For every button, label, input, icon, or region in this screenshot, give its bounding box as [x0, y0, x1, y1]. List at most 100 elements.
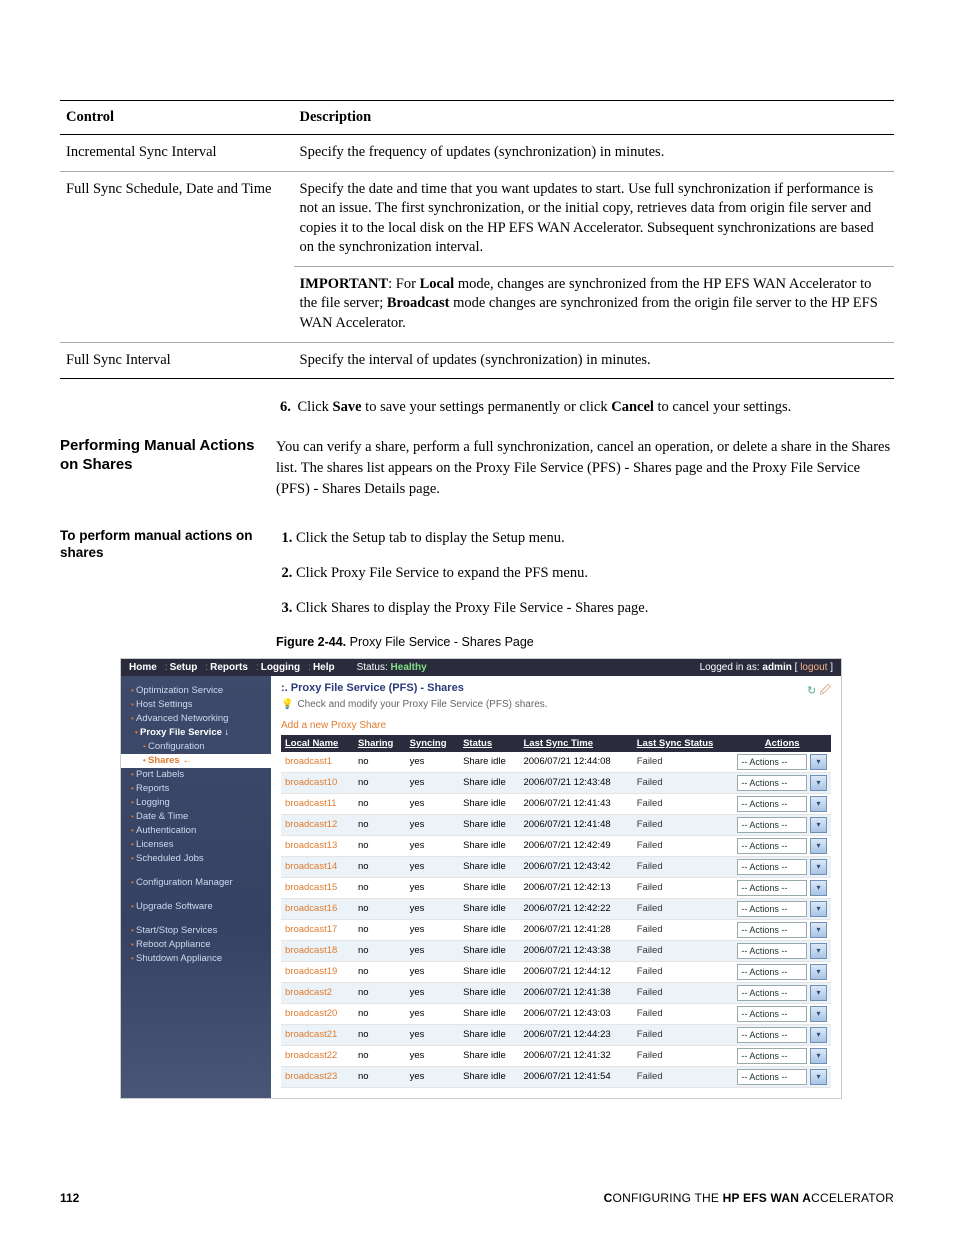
table-row: broadcast10noyesShare idle2006/07/21 12:… — [281, 772, 831, 793]
sidebar-item[interactable]: Upgrade Software — [121, 900, 271, 914]
sidebar-item[interactable]: Configuration — [121, 740, 271, 754]
sidebar-item[interactable]: Shares ← — [121, 754, 271, 768]
content: :. Proxy File Service (PFS) - Shares ↻ 🖉… — [271, 676, 841, 1098]
tab-home[interactable]: Home — [129, 662, 157, 673]
actions-select[interactable]: -- Actions -- — [737, 1048, 807, 1064]
hint: 💡 Check and modify your Proxy File Servi… — [281, 699, 831, 710]
col-sharing[interactable]: Sharing — [354, 735, 406, 752]
sidebar-item[interactable]: Licenses — [121, 838, 271, 852]
actions-select[interactable]: -- Actions -- — [737, 943, 807, 959]
cell-name[interactable]: broadcast1 — [281, 752, 354, 773]
sidebar-item[interactable]: Advanced Networking — [121, 712, 271, 726]
cell-sharing: no — [354, 1066, 406, 1087]
sidebar-item[interactable]: Configuration Manager — [121, 876, 271, 890]
cell-sstatus: Failed — [633, 835, 734, 856]
actions-select[interactable]: -- Actions -- — [737, 901, 807, 917]
desc-fullsched: Specify the date and time that you want … — [294, 171, 894, 266]
cell-name[interactable]: broadcast17 — [281, 919, 354, 940]
edit-icon[interactable]: 🖉 — [819, 685, 831, 697]
cell-name[interactable]: broadcast21 — [281, 1024, 354, 1045]
cell-name[interactable]: broadcast16 — [281, 898, 354, 919]
cell-name[interactable]: broadcast20 — [281, 1003, 354, 1024]
cell-name[interactable]: broadcast22 — [281, 1045, 354, 1066]
logout-link[interactable]: logout — [800, 662, 827, 673]
chevron-down-icon[interactable]: ▾ — [810, 838, 827, 854]
cell-name[interactable]: broadcast12 — [281, 814, 354, 835]
col-status[interactable]: Status — [459, 735, 519, 752]
sidebar-item[interactable]: Date & Time — [121, 810, 271, 824]
cell-name[interactable]: broadcast23 — [281, 1066, 354, 1087]
actions-select[interactable]: -- Actions -- — [737, 922, 807, 938]
cell-name[interactable]: broadcast2 — [281, 982, 354, 1003]
actions-select[interactable]: -- Actions -- — [737, 1069, 807, 1085]
sidebar-item[interactable]: Reports — [121, 782, 271, 796]
col-localname[interactable]: Local Name — [281, 735, 354, 752]
actions-select[interactable]: -- Actions -- — [737, 964, 807, 980]
sidebar-item[interactable]: Proxy File Service ↓ — [121, 726, 271, 740]
actions-select[interactable]: -- Actions -- — [737, 985, 807, 1001]
sidebar-item[interactable]: Host Settings — [121, 698, 271, 712]
sidebar-item[interactable]: Port Labels — [121, 768, 271, 782]
actions-select[interactable]: -- Actions -- — [737, 838, 807, 854]
sidebar-item[interactable]: Shutdown Appliance — [121, 952, 271, 966]
table-row: broadcast18noyesShare idle2006/07/21 12:… — [281, 940, 831, 961]
chevron-down-icon[interactable]: ▾ — [810, 775, 827, 791]
actions-select[interactable]: -- Actions -- — [737, 796, 807, 812]
cell-status: Share idle — [459, 793, 519, 814]
actions-select[interactable]: -- Actions -- — [737, 775, 807, 791]
cell-name[interactable]: broadcast13 — [281, 835, 354, 856]
actions-select[interactable]: -- Actions -- — [737, 1027, 807, 1043]
cell-name[interactable]: broadcast19 — [281, 961, 354, 982]
step-6-post: to cancel your settings. — [654, 399, 791, 415]
cell-syncing: yes — [406, 752, 459, 773]
cell-syncing: yes — [406, 898, 459, 919]
cell-name[interactable]: broadcast14 — [281, 856, 354, 877]
chevron-down-icon[interactable]: ▾ — [810, 1048, 827, 1064]
chevron-down-icon[interactable]: ▾ — [810, 754, 827, 770]
refresh-icon[interactable]: ↻ — [807, 685, 816, 697]
chevron-down-icon[interactable]: ▾ — [810, 943, 827, 959]
chevron-down-icon[interactable]: ▾ — [810, 922, 827, 938]
chevron-down-icon[interactable]: ▾ — [810, 964, 827, 980]
sidebar-item[interactable]: Start/Stop Services — [121, 924, 271, 938]
table-row: broadcast11noyesShare idle2006/07/21 12:… — [281, 793, 831, 814]
sidebar-item[interactable]: Reboot Appliance — [121, 938, 271, 952]
actions-select[interactable]: -- Actions -- — [737, 1006, 807, 1022]
chevron-down-icon[interactable]: ▾ — [810, 796, 827, 812]
cell-name[interactable]: broadcast18 — [281, 940, 354, 961]
cell-time: 2006/07/21 12:43:03 — [519, 1003, 632, 1024]
col-actions[interactable]: Actions — [733, 735, 831, 752]
chevron-down-icon[interactable]: ▾ — [810, 817, 827, 833]
sidebar-item[interactable]: Authentication — [121, 824, 271, 838]
table-row: broadcast19noyesShare idle2006/07/21 12:… — [281, 961, 831, 982]
chevron-down-icon[interactable]: ▾ — [810, 859, 827, 875]
col-syncing[interactable]: Syncing — [406, 735, 459, 752]
cell-name[interactable]: broadcast10 — [281, 772, 354, 793]
sidebar-item[interactable]: Optimization Service — [121, 684, 271, 698]
chevron-down-icon[interactable]: ▾ — [810, 901, 827, 917]
tab-setup[interactable]: Setup — [170, 662, 198, 673]
actions-select[interactable]: -- Actions -- — [737, 880, 807, 896]
col-lastsynctime[interactable]: Last Sync Time — [519, 735, 632, 752]
chevron-down-icon[interactable]: ▾ — [810, 1069, 827, 1085]
add-link[interactable]: Add a new Proxy Share — [281, 720, 386, 731]
col-lastsyncstatus[interactable]: Last Sync Status — [633, 735, 734, 752]
actions-select[interactable]: -- Actions -- — [737, 859, 807, 875]
cell-name[interactable]: broadcast15 — [281, 877, 354, 898]
cell-sstatus: Failed — [633, 1003, 734, 1024]
actions-select[interactable]: -- Actions -- — [737, 754, 807, 770]
chevron-down-icon[interactable]: ▾ — [810, 880, 827, 896]
tab-logging[interactable]: Logging — [261, 662, 300, 673]
cell-syncing: yes — [406, 877, 459, 898]
sidebar-item[interactable]: Scheduled Jobs — [121, 852, 271, 866]
fig-text: Proxy File Service - Shares Page — [350, 635, 534, 649]
chevron-down-icon[interactable]: ▾ — [810, 1006, 827, 1022]
cell-sharing: no — [354, 898, 406, 919]
cell-name[interactable]: broadcast11 — [281, 793, 354, 814]
actions-select[interactable]: -- Actions -- — [737, 817, 807, 833]
chevron-down-icon[interactable]: ▾ — [810, 1027, 827, 1043]
tab-reports[interactable]: Reports — [210, 662, 248, 673]
sidebar-item[interactable]: Logging — [121, 796, 271, 810]
chevron-down-icon[interactable]: ▾ — [810, 985, 827, 1001]
tab-help[interactable]: Help — [313, 662, 335, 673]
